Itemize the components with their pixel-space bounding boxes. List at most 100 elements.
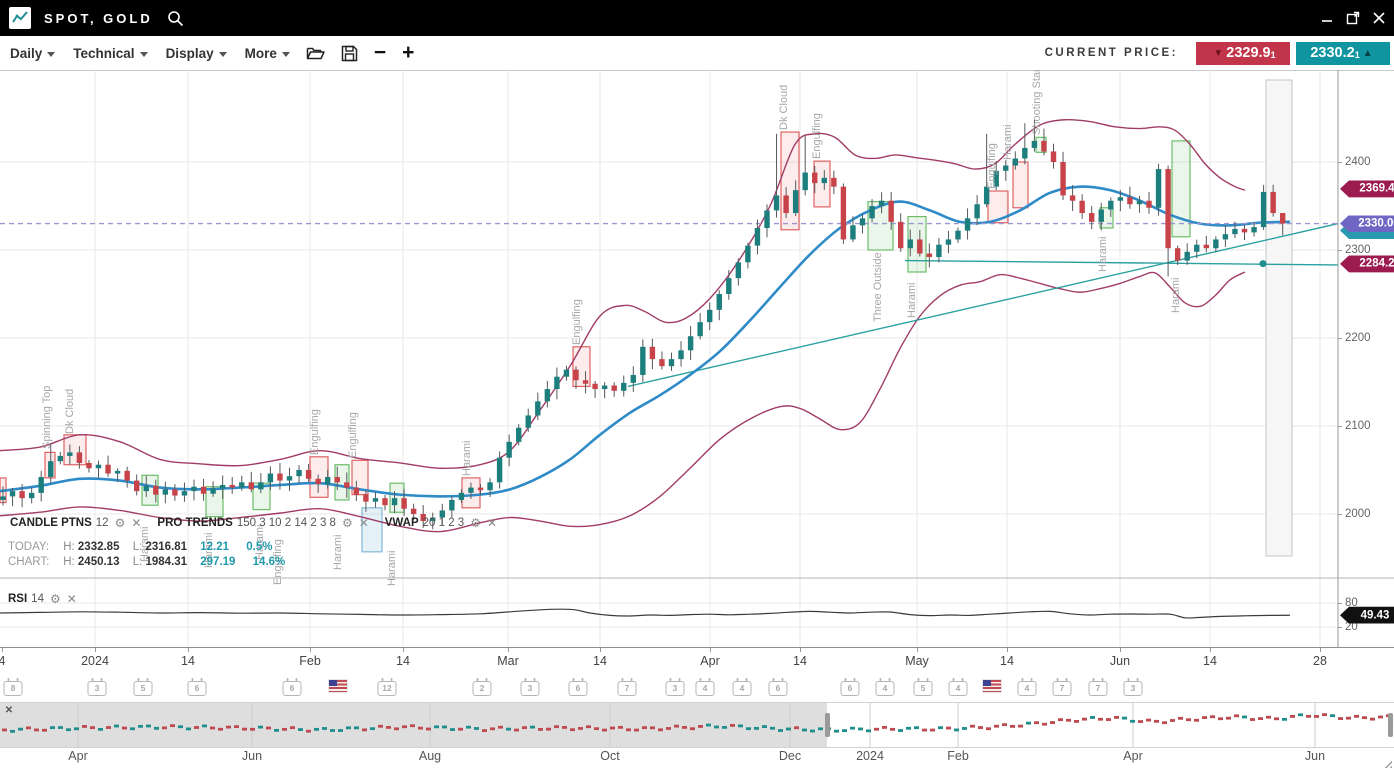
main-chart-panel[interactable]: Spinning Top Dk Cloud Engulfing Engulfing Ha…	[0, 70, 1394, 648]
navigator-chart[interactable]	[0, 702, 1394, 748]
minimize-button[interactable]	[1314, 0, 1340, 36]
event-icon-calendar[interactable]: 3	[1123, 678, 1143, 696]
event-icon-calendar[interactable]: 4	[1017, 678, 1037, 696]
gear-icon[interactable]: ⚙	[49, 592, 61, 606]
event-icon-calendar[interactable]: 3	[665, 678, 685, 696]
event-icon-calendar[interactable]: 8	[3, 678, 23, 696]
gear-icon[interactable]: ⚙	[114, 516, 126, 530]
candle-body	[668, 359, 675, 367]
bid-price-badge: ▼ 2329.9 1	[1196, 41, 1290, 65]
x-axis-label: 2024	[81, 654, 109, 668]
navigator-dash	[194, 726, 199, 729]
us-flag-icon[interactable]	[983, 680, 1001, 692]
event-icon-calendar[interactable]: 7	[617, 678, 637, 696]
event-icon-calendar[interactable]: 2	[472, 678, 492, 696]
navigator-dash	[1098, 717, 1103, 721]
navigator-left-handle[interactable]	[825, 713, 830, 737]
navigator-dash	[1314, 715, 1319, 718]
chart-stats: CHART: H: 2450.13 L: 1984.31 297.19 14.6…	[8, 556, 286, 568]
close-icon[interactable]: ✕	[358, 516, 369, 530]
event-icon-calendar[interactable]: 7	[1088, 678, 1108, 696]
navigator-dash	[538, 728, 543, 731]
candle-body	[1136, 200, 1143, 205]
menu-display[interactable]: Display	[166, 46, 227, 61]
navigator-right-handle[interactable]	[1388, 713, 1393, 737]
navigator-close-button[interactable]: ✕	[4, 704, 14, 716]
open-folder-icon[interactable]	[306, 45, 325, 61]
event-icon-calendar[interactable]: 4	[948, 678, 968, 696]
candle-body	[401, 498, 407, 509]
candle-body	[898, 221, 904, 249]
navigator-dash	[274, 728, 279, 732]
zoom-out-button[interactable]: −	[373, 41, 387, 64]
event-icon-calendar[interactable]: 3	[520, 678, 540, 696]
close-button[interactable]	[1366, 0, 1392, 36]
gear-icon[interactable]: ⚙	[341, 516, 353, 530]
axis-tick	[2, 648, 3, 652]
axis-tick	[1338, 514, 1342, 515]
rsi-value-badge: 49.43	[1340, 606, 1394, 624]
event-icon-calendar[interactable]: 4	[695, 678, 715, 696]
candle-body	[659, 359, 665, 367]
candles	[0, 119, 1286, 530]
navigator-dash	[626, 728, 631, 732]
navigator-dash	[1290, 715, 1295, 718]
menu-more[interactable]: More	[245, 46, 290, 61]
close-icon[interactable]: ✕	[66, 592, 77, 606]
candle-body	[1270, 191, 1276, 214]
close-icon[interactable]: ✕	[486, 516, 498, 530]
navigator-dash	[10, 729, 15, 733]
event-icon-calendar[interactable]: 3	[87, 678, 107, 696]
navigator-dash	[1226, 716, 1231, 720]
navigator-dash	[522, 726, 527, 730]
navigator-dash	[850, 726, 855, 730]
event-icon-calendar[interactable]: 6	[568, 678, 588, 696]
price-chart-svg[interactable]: Spinning Top Dk Cloud Engulfing Engulfing Ha…	[0, 70, 1394, 648]
navigator-dash	[458, 727, 463, 731]
zoom-in-button[interactable]: +	[402, 41, 415, 64]
navigator-month-label: Apr	[68, 749, 88, 763]
search-icon[interactable]	[167, 10, 184, 27]
candle-body	[114, 470, 121, 474]
save-icon[interactable]	[341, 45, 358, 62]
gear-icon[interactable]: ⚙	[470, 516, 481, 530]
candle-body	[1260, 191, 1267, 228]
event-icon-calendar[interactable]: 6	[282, 678, 302, 696]
bollinger-lower	[0, 271, 1246, 533]
navigator-dash	[1250, 718, 1255, 721]
navigator-dash	[258, 725, 263, 729]
menu-daily[interactable]: Daily	[10, 46, 56, 61]
x-axis-label: Feb	[299, 654, 321, 668]
us-flag-icon[interactable]	[329, 680, 347, 692]
candle-body	[229, 484, 235, 488]
indicator-candle-patterns[interactable]: CANDLE PTNS 12 ⚙ ✕	[10, 516, 142, 530]
event-icon-calendar[interactable]: 6	[187, 678, 207, 696]
close-icon[interactable]: ✕	[131, 516, 142, 530]
menu-technical[interactable]: Technical	[73, 46, 148, 61]
navigator-dash	[1146, 718, 1151, 722]
event-icon-calendar[interactable]: 4	[875, 678, 895, 696]
navigator-dash	[586, 725, 591, 729]
toolbar: Daily Technical Display More − + CURRENT…	[0, 36, 1394, 71]
event-icon-calendar[interactable]: 5	[133, 678, 153, 696]
navigator-dash	[18, 727, 23, 731]
chevron-down-icon	[47, 51, 56, 57]
indicator-vwap[interactable]: VWAP 20 1 2 3 ⚙ ✕	[384, 516, 498, 530]
event-icon-calendar[interactable]: 6	[840, 678, 860, 696]
event-icon-calendar[interactable]: 7	[1052, 678, 1072, 696]
indicator-pro-trends[interactable]: PRO TRENDS 150 3 10 2 14 2 3 8 ⚙ ✕	[157, 516, 369, 530]
popout-button[interactable]	[1340, 0, 1366, 36]
candle-body	[764, 210, 770, 228]
resize-grip[interactable]	[1382, 758, 1392, 768]
event-icon-calendar[interactable]: 6	[768, 678, 788, 696]
navigator-dash	[874, 727, 879, 731]
event-icon-calendar[interactable]: 12	[377, 678, 397, 696]
navigator-dash	[282, 727, 287, 731]
indicator-rsi[interactable]: RSI 14 ⚙ ✕	[8, 592, 77, 606]
pattern-box	[63, 434, 87, 466]
candle-body	[468, 487, 474, 493]
navigator-dash	[362, 728, 367, 732]
pattern-label: Three Outside	[872, 252, 884, 322]
event-icon-calendar[interactable]: 4	[732, 678, 752, 696]
event-icon-calendar[interactable]: 5	[913, 678, 933, 696]
